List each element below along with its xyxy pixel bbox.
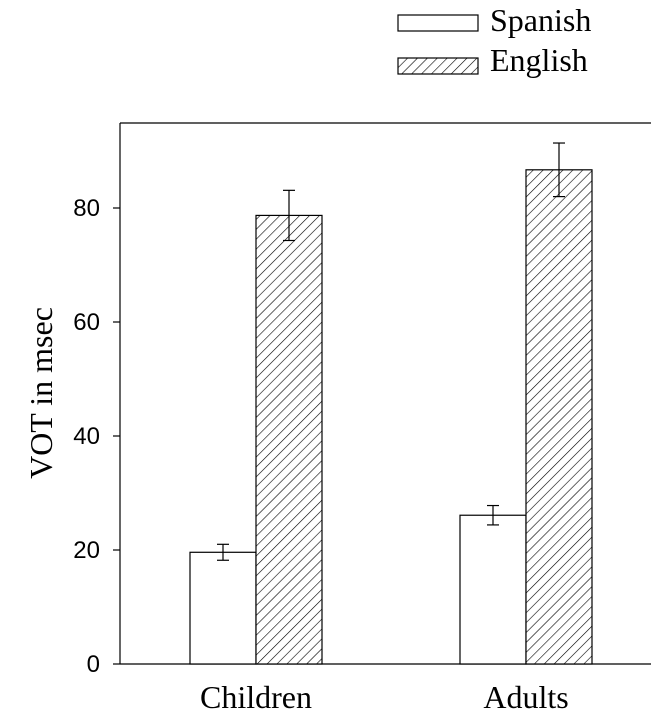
bar-english-adults (525, 169, 593, 665)
y-tick-label: 80 (73, 195, 100, 222)
bar-spanish-children (189, 551, 257, 665)
x-tick-labels: Children Adults (200, 679, 569, 715)
y-axis-label: VOT in msec (23, 307, 59, 479)
bar-english-children (255, 214, 323, 665)
x-tick-label-children: Children (200, 679, 312, 715)
y-tick-label: 20 (73, 537, 100, 564)
legend-swatch-english (397, 57, 479, 75)
error-bar-english-children (283, 189, 295, 242)
legend-label-english: English (490, 42, 588, 78)
bars (189, 169, 593, 665)
legend-swatch-spanish (397, 14, 479, 32)
bar-spanish-adults (459, 514, 527, 665)
error-bar-english-adults (553, 142, 565, 198)
legend-label-spanish: Spanish (490, 2, 591, 38)
x-tick-label-adults: Adults (483, 679, 568, 715)
y-ticks: 0 20 40 60 80 (73, 195, 120, 678)
y-tick-label: 60 (73, 309, 100, 336)
error-bars (217, 142, 565, 561)
error-bar-spanish-adults (487, 504, 499, 526)
y-tick-label: 40 (73, 423, 100, 450)
y-tick-label: 0 (87, 651, 100, 678)
error-bar-spanish-children (217, 543, 229, 561)
legend: Spanish English (397, 2, 591, 78)
